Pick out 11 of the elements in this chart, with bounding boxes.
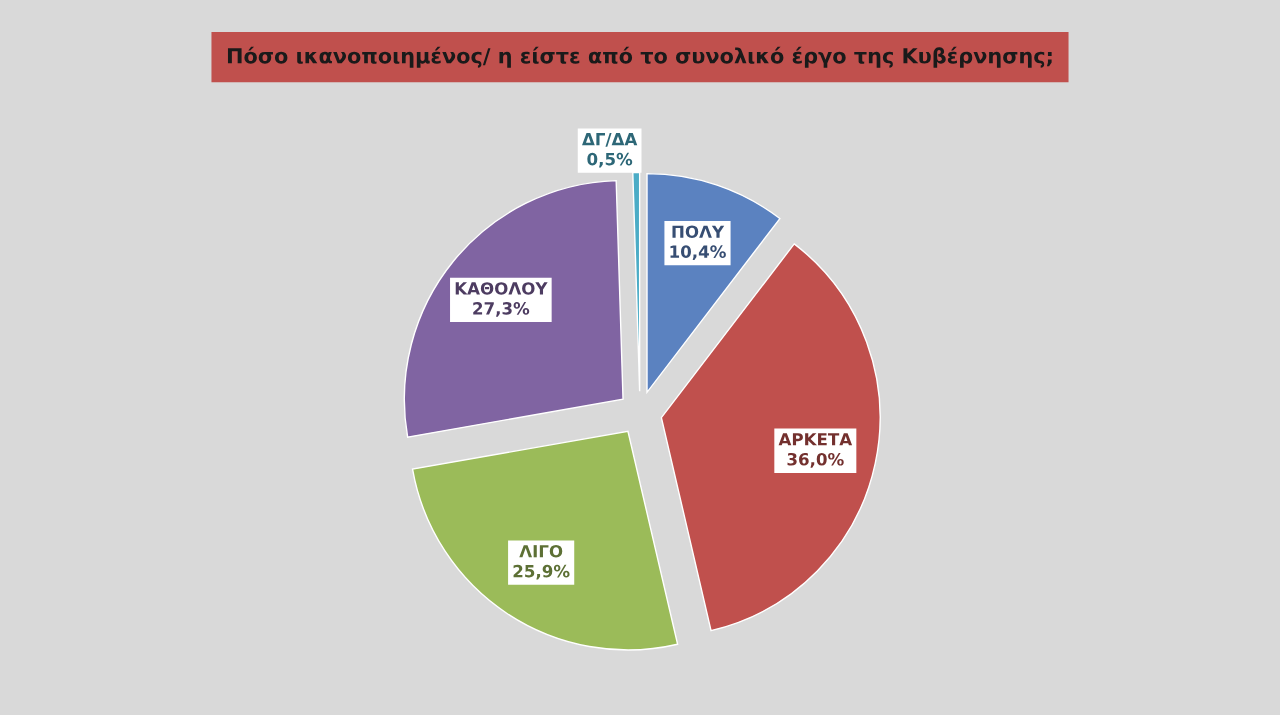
data-label: 36,0% — [787, 452, 844, 468]
slice-label: ΛΙΓΟ — [519, 544, 563, 558]
chart-title: Πόσο ικανοποιημένος/ η είστε από το συνολικό έργο της Κυβέρνησης; — [227, 46, 1052, 68]
slice-label: ΔΓ/ΔΑ — [582, 133, 638, 147]
data-label: 25,9% — [513, 564, 570, 580]
data-label: 10,4% — [670, 245, 726, 261]
slice-label: ΚΑΘΟΛΟΥ — [455, 282, 548, 295]
data-label: 0,5% — [587, 152, 633, 168]
data-label: 27,3% — [473, 302, 530, 317]
slice-label: ΠΟΛΥ — [672, 225, 725, 239]
slice-label: ΑΡΚΕΤΑ — [778, 433, 853, 446]
